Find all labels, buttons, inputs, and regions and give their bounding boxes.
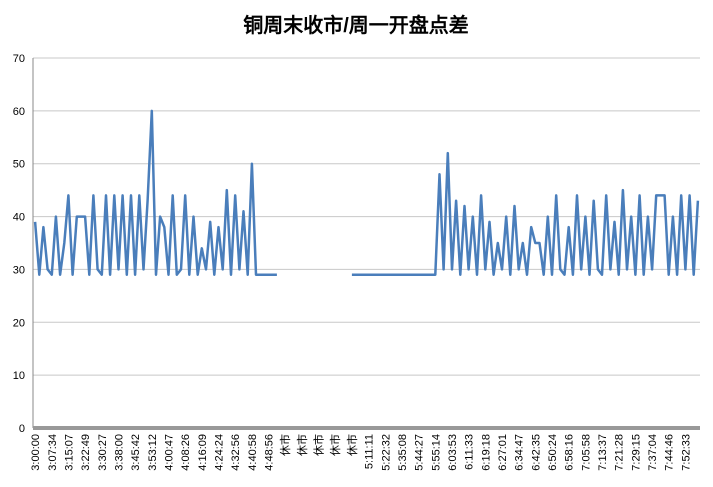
x-tick-label: 4:16:09 bbox=[197, 434, 209, 471]
y-tick-label: 70 bbox=[13, 53, 25, 65]
x-tick-label: 7:52:33 bbox=[680, 434, 692, 471]
x-tick-label: 5:11:11 bbox=[364, 434, 376, 469]
x-tick-label: 6:42:35 bbox=[530, 434, 542, 471]
x-tick-label: 3:15:07 bbox=[63, 434, 75, 471]
x-tick-label: 3:30:27 bbox=[97, 434, 109, 471]
y-tick-label: 40 bbox=[13, 212, 25, 224]
x-tick-label: 3:22:49 bbox=[80, 434, 92, 471]
y-tick-label: 20 bbox=[13, 317, 25, 329]
x-tick-label: 6:19:18 bbox=[480, 434, 492, 471]
y-tick-label: 60 bbox=[13, 106, 25, 118]
series-line bbox=[33, 109, 277, 276]
x-tick-label: 4:32:56 bbox=[230, 434, 242, 471]
x-tick-label: 休市 bbox=[312, 434, 326, 456]
x-tick-label: 6:11:33 bbox=[464, 434, 476, 470]
x-tick-label: 6:27:01 bbox=[497, 434, 509, 471]
x-tick-label: 4:40:58 bbox=[247, 434, 259, 471]
x-tick-label: 7:44:46 bbox=[664, 434, 676, 471]
x-tick-label: 6:58:16 bbox=[564, 434, 576, 471]
x-tick-label: 5:55:14 bbox=[430, 434, 442, 471]
y-tick-label: 50 bbox=[13, 159, 25, 171]
x-tick-label: 7:13:37 bbox=[597, 434, 609, 471]
chart-title: 铜周末收市/周一开盘点差 bbox=[243, 13, 469, 37]
x-tick-label: 4:00:47 bbox=[163, 434, 175, 471]
x-tick-label: 5:44:27 bbox=[414, 434, 426, 471]
x-tick-label: 3:45:42 bbox=[130, 434, 142, 471]
x-tick-label: 7:37:04 bbox=[647, 434, 659, 471]
x-tick-label: 休市 bbox=[295, 434, 309, 456]
x-tick-label: 5:35:08 bbox=[397, 434, 409, 471]
y-tick-label: 30 bbox=[13, 264, 25, 276]
x-tick-label: 休市 bbox=[278, 434, 292, 456]
x-tick-label: 4:08:26 bbox=[180, 434, 192, 471]
x-tick-label: 休市 bbox=[328, 434, 342, 456]
y-tick-label: 10 bbox=[13, 370, 25, 382]
x-tick-label: 6:34:47 bbox=[514, 434, 526, 471]
x-tick-label: 6:50:24 bbox=[547, 434, 559, 471]
x-tick-label: 3:38:00 bbox=[113, 434, 125, 471]
x-tick-label: 3:00:00 bbox=[30, 434, 42, 471]
y-tick-label: 0 bbox=[19, 423, 25, 435]
x-tick-label: 4:24:24 bbox=[214, 434, 226, 471]
series-line bbox=[351, 151, 700, 276]
x-tick-label: 4:48:56 bbox=[264, 434, 276, 471]
x-tick-label: 5:22:32 bbox=[380, 434, 392, 471]
x-tick-label: 休市 bbox=[345, 434, 359, 456]
x-tick-label: 7:29:15 bbox=[630, 434, 642, 471]
x-tick-label: 7:05:58 bbox=[580, 434, 592, 471]
x-tick-label: 3:07:34 bbox=[47, 434, 59, 471]
x-tick-label: 6:03:53 bbox=[447, 434, 459, 471]
x-tick-label: 3:53:12 bbox=[147, 434, 159, 471]
x-tick-label: 7:21:28 bbox=[614, 434, 626, 471]
